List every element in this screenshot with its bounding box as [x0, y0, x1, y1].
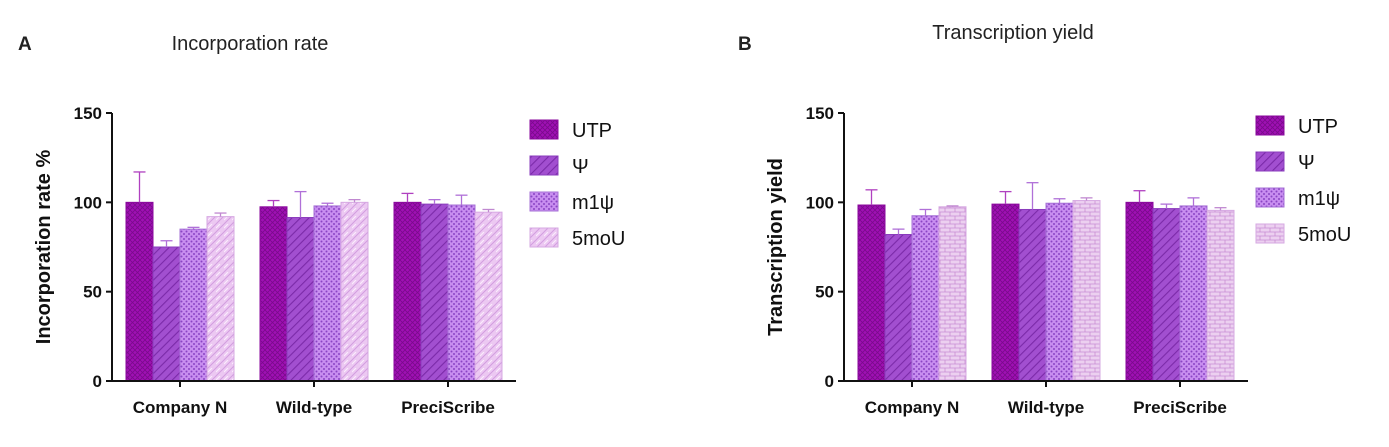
chart-panel-a: A Incorporation rate Incorporation rate % 0…: [18, 33, 625, 417]
bar-b-2-3: [1206, 209, 1235, 382]
legend-swatch: [1255, 223, 1285, 244]
bar-b-0-1: [884, 233, 913, 382]
bar-a-0-0: [125, 201, 154, 382]
bar-b-0-2: [911, 215, 940, 382]
legend-label: UTP: [572, 120, 612, 142]
y-tick-label: 0: [93, 372, 102, 391]
chart-title: Incorporation rate: [172, 33, 329, 55]
y-tick-label: 150: [74, 104, 102, 123]
x-tick-label: Wild-type: [276, 398, 352, 417]
bar-b-1-1: [1018, 208, 1047, 382]
legend-label: m1ψ: [1298, 188, 1340, 210]
y-tick-label: 100: [74, 193, 102, 212]
legend-label: Ψ: [1298, 152, 1315, 174]
x-tick-label: Company N: [133, 398, 227, 417]
y-tick-label: 50: [815, 283, 834, 302]
bar-b-1-2: [1045, 202, 1074, 382]
legend-label: m1ψ: [572, 192, 614, 214]
bar-b-2-0: [1125, 201, 1154, 382]
bar-a-0-1: [152, 246, 181, 382]
legend-label: 5moU: [1298, 224, 1351, 246]
legend-label: Ψ: [572, 156, 589, 178]
chart-title: Transcription yield: [932, 22, 1094, 44]
bar-b-0-3: [938, 206, 967, 382]
bar-a-0-3: [206, 216, 235, 382]
bar-a-2-1: [420, 203, 449, 382]
chart-panel-b: B Transcription yield Transcription yield 0…: [738, 22, 1351, 417]
legend-swatch: [529, 227, 559, 248]
y-tick-label: 0: [825, 372, 834, 391]
x-tick-label: Company N: [865, 398, 959, 417]
legend-label: 5moU: [572, 228, 625, 250]
y-axis-label: Transcription yield: [765, 158, 787, 336]
bar-a-2-2: [447, 204, 476, 382]
x-tick-label: Wild-type: [1008, 398, 1084, 417]
x-tick-label: PreciScribe: [1133, 398, 1227, 417]
bar-a-0-2: [179, 228, 208, 382]
bar-a-2-0: [393, 201, 422, 382]
legend-swatch: [529, 155, 559, 176]
bar-a-1-1: [286, 217, 315, 382]
legend-swatch: [1255, 187, 1285, 208]
bar-b-0-0: [857, 204, 886, 382]
x-tick-label: PreciScribe: [401, 398, 495, 417]
bar-a-1-3: [340, 201, 369, 382]
y-tick-label: 150: [806, 104, 834, 123]
bar-b-2-1: [1152, 208, 1181, 382]
panel-letter: A: [18, 34, 32, 55]
bar-b-1-0: [991, 203, 1020, 382]
bar-a-1-2: [313, 205, 342, 382]
panel-letter: B: [738, 34, 752, 55]
legend-swatch: [529, 119, 559, 140]
bar-a-1-0: [259, 206, 288, 382]
bar-b-1-3: [1072, 200, 1101, 382]
bar-a-2-3: [474, 211, 503, 382]
y-axis-label: Incorporation rate %: [33, 150, 55, 345]
y-tick-label: 100: [806, 193, 834, 212]
legend-swatch: [1255, 151, 1285, 172]
legend-swatch: [529, 191, 559, 212]
legend-label: UTP: [1298, 116, 1338, 138]
y-tick-label: 50: [83, 283, 102, 302]
legend-swatch: [1255, 115, 1285, 136]
bar-b-2-2: [1179, 205, 1208, 382]
